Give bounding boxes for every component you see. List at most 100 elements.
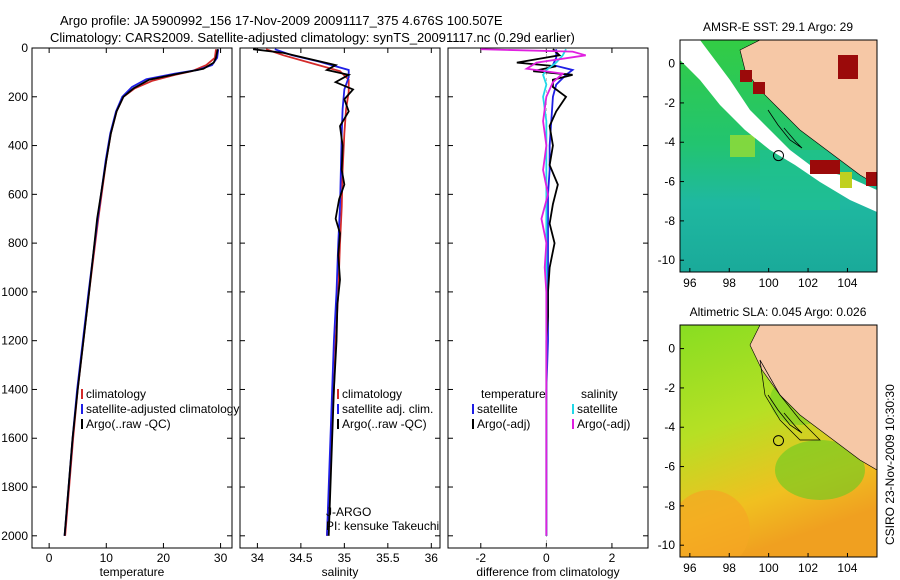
- side-label: CSIRO 23-Nov-2009 10:30:30: [883, 384, 897, 545]
- sst-hot-cell: [866, 172, 877, 186]
- depth-tick-label: 1400: [1, 382, 28, 396]
- difference-legend-label: Argo(-adj): [577, 417, 630, 431]
- difference-legend-title: salinity: [581, 387, 618, 401]
- sla_map-xtick-label: 96: [683, 561, 697, 575]
- temperature-xtick-label: 30: [214, 551, 228, 565]
- salinity-series-line: [252, 48, 355, 536]
- sst_map-xtick-label: 98: [723, 276, 737, 290]
- sst-map: AMSR-E SST: 29.1 Argo: 29 96 98 100 102 104 0…: [658, 20, 878, 290]
- salinity-panel: 34 34.5 35 35.5 36 salinity climatologysatelli…: [239, 47, 441, 579]
- sla_map-ytick-label: -2: [664, 381, 675, 395]
- sla_map-xtick-label: 100: [759, 561, 779, 575]
- sla-land-sumatra: [749, 325, 877, 471]
- salinity-legend-label: Argo(..raw -QC): [342, 417, 427, 431]
- sst_map-ytick-label: -8: [664, 214, 675, 228]
- depth-tick-label: 800: [8, 236, 28, 250]
- sst-cool-patch: [730, 135, 755, 157]
- sst_map-ytick-label: -2: [664, 96, 675, 110]
- difference-legend-title: temperature: [481, 387, 546, 401]
- sst_map-ytick-label: -4: [664, 135, 675, 149]
- depth-tick-label: 2000: [1, 529, 28, 543]
- sst_map-ytick-label: -10: [658, 253, 676, 267]
- depth-tick-label: 400: [8, 139, 28, 153]
- temperature-series-line: [63, 49, 220, 536]
- salinity-annotation: PI: kensuke Takeuchi: [326, 519, 439, 533]
- header-line2: Climatology: CARS2009. Satellite-adjuste…: [50, 30, 575, 45]
- difference-legend-label: satellite: [577, 402, 618, 416]
- sst-hot-cell: [753, 82, 765, 94]
- sla-coastline: [767, 394, 803, 434]
- sla_map-ytick-label: -10: [658, 538, 676, 552]
- salinity-xtick-label: 35.5: [376, 551, 400, 565]
- sla-coast-shelf: [759, 359, 821, 441]
- temperature-legend-label: satellite-adjusted climatology: [86, 402, 239, 416]
- sst_map-ytick-label: 0: [668, 57, 675, 71]
- sla_map-ytick-label: -4: [664, 420, 675, 434]
- sst-argo-marker: [773, 150, 784, 162]
- difference-xtick-label: 2: [609, 551, 616, 565]
- sst_map-ytick-label: -6: [664, 175, 675, 189]
- sst-hot-cell: [810, 160, 840, 174]
- depth-tick-label: 600: [8, 187, 28, 201]
- sla-map: Altimetric SLA: 0.045 Argo: 0.026 96 98 10…: [658, 305, 878, 575]
- sla-low-patch: [775, 440, 865, 500]
- difference-frame: [447, 47, 649, 549]
- sst_map-xtick-label: 102: [798, 276, 818, 290]
- salinity-xlabel: salinity: [322, 565, 359, 579]
- sla_map-xtick-label: 98: [723, 561, 737, 575]
- temperature-legend-label: Argo(..raw -QC): [86, 417, 171, 431]
- difference-series-line: [545, 49, 575, 536]
- depth-tick-label: 1200: [1, 334, 28, 348]
- header-line1: Argo profile: JA 5900992_156 17-Nov-2009…: [60, 13, 503, 28]
- sla-warm-patch: [680, 490, 750, 557]
- salinity-legend-label: climatology: [342, 387, 402, 401]
- difference-legend-label: Argo(-adj): [477, 417, 530, 431]
- salinity-xtick-label: 36: [425, 551, 439, 565]
- depth-tick-label: 200: [8, 90, 28, 104]
- salinity-xtick-label: 34.5: [289, 551, 313, 565]
- difference-series-line: [480, 48, 586, 536]
- salinity-legend-label: satellite adj. clim.: [342, 402, 433, 416]
- difference-xtick-label: -2: [475, 551, 486, 565]
- salinity-xtick-label: 35: [338, 551, 352, 565]
- difference-series-line: [516, 48, 573, 536]
- temperature-legend-label: climatology: [86, 387, 146, 401]
- sla_map-xtick-label: 104: [837, 561, 857, 575]
- sst-coastline: [767, 109, 803, 149]
- depth-tick-label: 1800: [1, 480, 28, 494]
- depth-tick-label: 1000: [1, 285, 28, 299]
- salinity-annotation: J-ARGO: [326, 505, 371, 519]
- temperature-frame: [31, 47, 233, 549]
- difference-xtick-label: 0: [543, 551, 550, 565]
- salinity-frame: [239, 47, 441, 549]
- sst-hot-cell: [838, 55, 858, 79]
- sla-map-frame: [679, 324, 878, 558]
- sla_map-ytick-label: -8: [664, 499, 675, 513]
- temperature-panel: 0 200 400 600 800 1000 1200 1400 1600 1800 2000 0 10…: [1, 41, 239, 579]
- sst_map-xtick-label: 104: [837, 276, 857, 290]
- sla_map-ytick-label: 0: [668, 342, 675, 356]
- temperature-xtick-label: 10: [100, 551, 114, 565]
- temperature-series-line: [63, 49, 219, 536]
- temperature-xtick-label: 0: [46, 551, 53, 565]
- sla-argo-marker: [773, 435, 784, 447]
- difference-legend-label: satellite: [477, 402, 518, 416]
- difference-xlabel: difference from climatology: [476, 565, 619, 579]
- sla_map-ytick-label: -6: [664, 460, 675, 474]
- temperature-xtick-label: 20: [157, 551, 171, 565]
- sst-map-title: AMSR-E SST: 29.1 Argo: 29: [703, 20, 853, 34]
- sst-nodata-mask: [680, 40, 877, 212]
- sla-map-title: Altimetric SLA: 0.045 Argo: 0.026: [690, 305, 867, 319]
- sla_map-xtick-label: 102: [798, 561, 818, 575]
- sst-hot-cell: [840, 172, 852, 188]
- temperature-xlabel: temperature: [100, 565, 165, 579]
- depth-tick-label: 0: [21, 41, 28, 55]
- sst_map-xtick-label: 100: [759, 276, 779, 290]
- salinity-xtick-label: 34: [251, 551, 265, 565]
- sst-hot-cell: [740, 70, 752, 82]
- depth-tick-label: 1600: [1, 431, 28, 445]
- sst_map-xtick-label: 96: [683, 276, 697, 290]
